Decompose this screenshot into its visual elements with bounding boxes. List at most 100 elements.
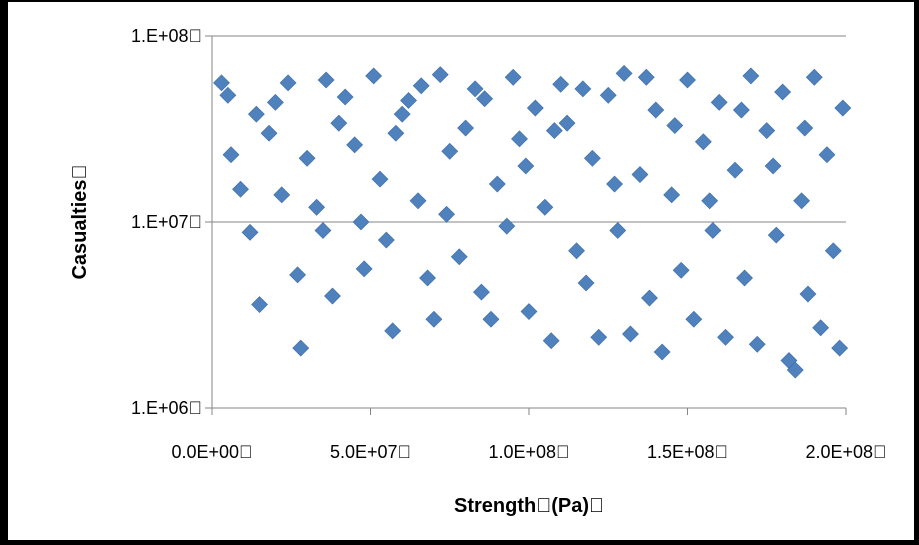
data-point	[377, 231, 395, 249]
data-point	[488, 175, 506, 193]
y-tick-label: 1.E+06 	[131, 398, 202, 418]
data-point	[831, 339, 849, 357]
data-point	[764, 157, 782, 175]
data-point	[672, 261, 690, 279]
data-point	[793, 192, 811, 210]
data-point	[653, 343, 671, 361]
data-point	[317, 71, 335, 89]
data-point	[568, 242, 585, 260]
data-point	[517, 157, 535, 175]
data-point	[251, 296, 268, 313]
data-point	[526, 99, 544, 117]
data-point	[298, 149, 316, 167]
data-point	[606, 175, 624, 193]
x-tick-label: 5.0E+07 	[330, 442, 411, 462]
data-point	[213, 74, 230, 92]
data-point	[241, 223, 259, 241]
data-point	[457, 119, 475, 137]
data-point	[473, 283, 490, 301]
data-point	[641, 289, 658, 307]
data-point	[552, 75, 570, 93]
data-point	[324, 287, 341, 305]
data-point	[511, 130, 528, 148]
data-point	[273, 186, 291, 204]
data-point	[590, 328, 608, 346]
data-point	[498, 217, 516, 235]
data-point	[466, 80, 484, 98]
data-point	[520, 303, 538, 320]
data-point	[219, 86, 237, 104]
data-point	[615, 64, 633, 82]
x-tick-label: 0.0E+00 	[171, 442, 252, 462]
gridlines	[212, 35, 846, 409]
data-point	[425, 310, 443, 328]
data-point	[476, 90, 494, 108]
data-point	[583, 149, 601, 167]
data-point	[431, 66, 449, 84]
data-point	[717, 328, 734, 346]
data-point	[799, 285, 817, 303]
axes	[205, 35, 847, 415]
data-point	[450, 248, 468, 266]
data-point	[609, 222, 627, 239]
data-point	[758, 122, 776, 140]
data-point	[701, 192, 719, 210]
data-point	[685, 310, 703, 328]
data-point	[805, 68, 823, 86]
x-tick-label: 1.0E+08 	[488, 442, 569, 462]
data-point	[387, 124, 405, 142]
data-point	[542, 332, 560, 350]
data-point	[736, 269, 753, 287]
x-tick-label: 2.0E+08 	[805, 442, 886, 462]
data-point	[710, 93, 728, 111]
scatter-chart: 1.E+06  1.E+07  1.E+08  0.0E+00  5.0E+07  1.0…	[69, 26, 887, 517]
data-point	[574, 80, 592, 98]
data-point	[732, 101, 750, 119]
data-point	[330, 114, 348, 132]
data-point	[266, 93, 284, 111]
data-point	[400, 92, 417, 109]
data-point	[536, 198, 554, 216]
data-point	[679, 71, 696, 89]
data-point	[774, 83, 792, 101]
data-point	[247, 105, 265, 123]
data-point	[663, 186, 681, 204]
x-tick-label: 1.5E+08 	[647, 442, 728, 462]
data-point	[834, 99, 852, 117]
chart-area: 1.E+06  1.E+07  1.E+08  0.0E+00  5.0E+07  1.0…	[8, 2, 914, 540]
data-point	[355, 260, 373, 278]
data-point	[504, 68, 522, 86]
data-point	[704, 222, 722, 239]
data-point	[796, 119, 814, 137]
data-point	[409, 192, 427, 210]
data-point	[336, 88, 354, 106]
data-point	[232, 180, 249, 198]
x-axis-title: Strength (Pa) 	[454, 495, 604, 517]
data-point	[419, 269, 436, 287]
data-point	[694, 133, 712, 151]
data-point	[289, 266, 307, 284]
y-tick-label: 1.E+07 	[131, 212, 202, 232]
data-point	[622, 325, 639, 343]
data-point	[222, 146, 240, 164]
data-point	[577, 274, 595, 292]
data-point	[786, 361, 804, 379]
data-point	[767, 226, 785, 244]
data-point	[314, 222, 332, 239]
data-point	[637, 68, 655, 86]
data-point	[726, 161, 744, 179]
data-point	[824, 242, 842, 260]
data-point	[371, 170, 389, 188]
data-point	[438, 205, 456, 223]
data-points	[213, 64, 852, 379]
data-point	[279, 74, 297, 92]
data-point	[384, 322, 402, 340]
data-point	[365, 67, 383, 85]
data-point	[260, 124, 278, 142]
data-point	[545, 122, 563, 140]
data-point	[666, 117, 684, 134]
tick-labels: 1.E+06  1.E+07  1.E+08  0.0E+00  5.0E+07  1.0…	[131, 26, 887, 462]
data-point	[346, 136, 364, 154]
data-point	[748, 335, 766, 353]
y-axis-title: Casualties 	[69, 164, 91, 279]
